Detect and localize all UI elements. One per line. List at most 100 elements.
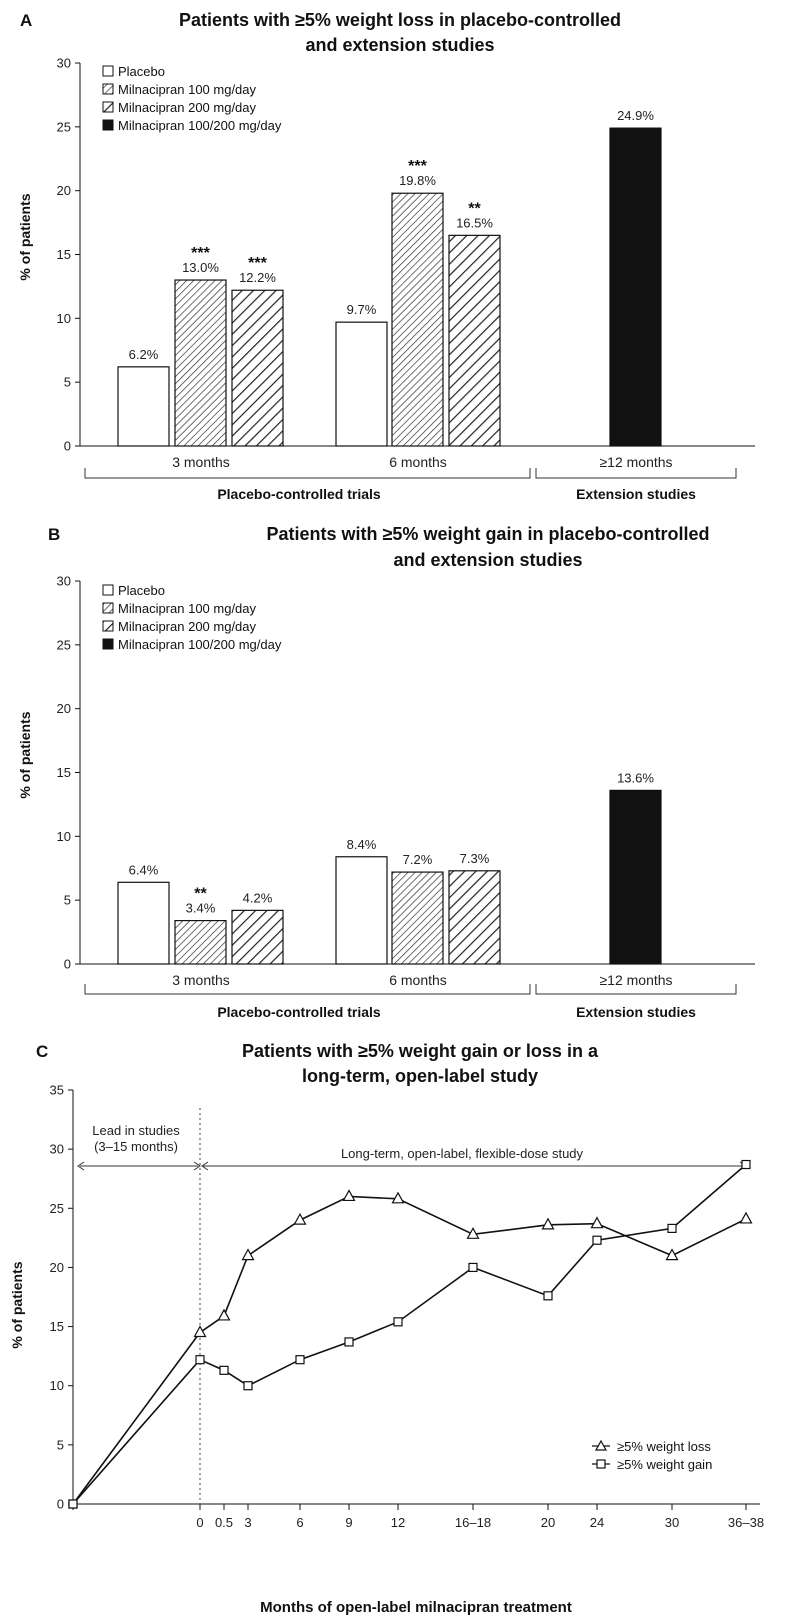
- lead-in-label-line2: (3–15 months): [94, 1139, 178, 1154]
- weight-loss-point: [665, 1248, 679, 1261]
- weight-gain-point: [543, 1291, 553, 1301]
- y-tick-label: 20: [57, 701, 71, 716]
- x-tick-label: 24: [590, 1515, 604, 1530]
- panel-b: B Patients with ≥5% weight gain in place…: [17, 524, 755, 1020]
- bar-value-label: 7.3%: [460, 851, 490, 866]
- y-tick-label: 15: [50, 1319, 64, 1334]
- x-category-label: 6 months: [389, 972, 447, 988]
- x-tick-label: 16–18: [455, 1515, 491, 1530]
- panel-b-legend: Placebo Milnacipran 100 mg/day Milnacipr…: [102, 583, 282, 652]
- weight-loss-point: [739, 1211, 753, 1224]
- panel-c-legend: ≥5% weight loss ≥5% weight gain: [592, 1439, 712, 1472]
- panel-a: A Patients with ≥5% weight loss in place…: [17, 10, 755, 502]
- y-tick-label: 10: [57, 829, 71, 844]
- bar-value-label: 13.6%: [617, 770, 654, 785]
- legend-label-weight-gain: ≥5% weight gain: [617, 1457, 712, 1472]
- legend-label-milnacipran-100-200: Milnacipran 100/200 mg/day: [118, 637, 282, 652]
- y-tick-label: 35: [50, 1083, 64, 1098]
- legend-swatch-milnacipran-100-200: [102, 119, 114, 131]
- x-tick-label: 0: [196, 1515, 203, 1530]
- bar-value-label: 24.9%: [617, 108, 654, 123]
- panel-a-bars: 6.2%13.0%***12.2%***9.7%19.8%***16.5%**2…: [117, 108, 662, 447]
- long-term-label: Long-term, open-label, flexible-dose stu…: [341, 1146, 584, 1161]
- bar-value-label: 8.4%: [347, 837, 377, 852]
- bar: [391, 192, 444, 447]
- y-tick-label: 25: [57, 637, 71, 652]
- panel-c-annotations: Lead in studies (3–15 months) Long-term,…: [77, 1108, 747, 1504]
- lead-in-arrow-right-head: [193, 1161, 201, 1171]
- bar-value-label: 6.2%: [129, 347, 159, 362]
- bar: [335, 856, 388, 965]
- lead-in-arrow-left-head: [77, 1161, 85, 1171]
- x-tick-label: 20: [541, 1515, 555, 1530]
- bar: [117, 366, 170, 447]
- bar-value-label: 13.0%: [182, 260, 219, 275]
- y-tick-label: 15: [57, 765, 71, 780]
- bracket-placebo-controlled: [84, 468, 531, 479]
- panel-b-bracket-label-placebo: Placebo-controlled trials: [217, 1004, 381, 1020]
- x-tick-label: 3: [244, 1515, 251, 1530]
- bar: [117, 881, 170, 965]
- y-tick-label: 30: [57, 574, 71, 589]
- panel-c-series: [68, 1159, 753, 1509]
- y-tick-label: 10: [57, 311, 71, 326]
- y-tick-label: 20: [50, 1260, 64, 1275]
- y-tick-label: 15: [57, 247, 71, 262]
- legend-label-milnacipran-100-200: Milnacipran 100/200 mg/day: [118, 118, 282, 133]
- weight-loss-point: [293, 1212, 307, 1225]
- panel-c-y-axis-label: % of patients: [9, 1261, 25, 1348]
- x-tick-label: 0.5: [215, 1515, 233, 1530]
- legend-swatch-milnacipran-200: [102, 101, 114, 113]
- significance-marker: ***: [248, 255, 267, 272]
- panel-b-bars: 6.4% 3.4%** 4.2% 8.4% 7.2% 7.3% 13.6%: [117, 770, 662, 965]
- y-tick-label: 10: [50, 1378, 64, 1393]
- panel-c-title-line1: Patients with ≥5% weight gain or loss in…: [242, 1041, 599, 1061]
- legend-swatch-milnacipran-100: [102, 83, 114, 95]
- legend-label-placebo: Placebo: [118, 64, 165, 79]
- weight-gain-point: [393, 1317, 403, 1327]
- panel-c-letter: C: [36, 1042, 48, 1061]
- bar: [231, 909, 284, 965]
- bar: [609, 789, 662, 965]
- panel-c-x-axis-label: Months of open-label milnacipran treatme…: [260, 1599, 572, 1616]
- significance-marker: ***: [191, 245, 210, 262]
- bracket-extension: [535, 984, 737, 995]
- bar: [391, 871, 444, 965]
- weight-loss-point: [541, 1217, 555, 1230]
- legend-triangle-marker: [594, 1439, 608, 1451]
- weight-loss-point: [466, 1227, 480, 1239]
- significance-marker: **: [468, 200, 481, 217]
- weight-gain-point: [219, 1365, 229, 1375]
- panel-a-brackets: Placebo-controlled trials Extension stud…: [84, 468, 737, 502]
- panel-a-y-axis-label: % of patients: [17, 193, 33, 280]
- panel-b-axes: 0 5 10 15 20 25 30 3 months 6 months ≥12 months: [57, 574, 755, 988]
- panel-c-axes: 0 5 10 15 20 25 30 35 0 0.5 3 6 9 12 16–18 20 24 30 36–38: [50, 1083, 765, 1531]
- weight-gain-point: [243, 1381, 253, 1391]
- panel-a-title-line1: Patients with ≥5% weight loss in placebo…: [179, 10, 621, 30]
- panel-b-letter: B: [48, 525, 60, 544]
- weight-gain-point: [344, 1337, 354, 1347]
- legend-swatch-milnacipran-200: [102, 620, 114, 632]
- bar: [231, 289, 284, 447]
- significance-marker: ***: [408, 158, 427, 175]
- long-term-arrow-left-head: [201, 1161, 209, 1171]
- x-category-label: 6 months: [389, 454, 447, 470]
- panel-c: C Patients with ≥5% weight gain or loss …: [9, 1041, 764, 1616]
- x-tick-label: 30: [665, 1515, 679, 1530]
- bar: [448, 870, 501, 965]
- panel-a-bracket-label-placebo: Placebo-controlled trials: [217, 486, 381, 502]
- bar-value-label: 3.4%: [186, 901, 216, 916]
- weight-gain-point: [468, 1262, 478, 1273]
- x-category-label: ≥12 months: [599, 454, 672, 470]
- weight-loss-point: [241, 1248, 255, 1261]
- y-tick-label: 5: [64, 375, 71, 390]
- legend-label-milnacipran-200: Milnacipran 200 mg/day: [118, 619, 257, 634]
- bracket-placebo-controlled: [84, 984, 531, 995]
- bracket-extension: [535, 468, 737, 479]
- bar-value-label: 4.2%: [243, 890, 273, 905]
- y-tick-label: 0: [64, 957, 71, 972]
- panel-b-bracket-label-extension: Extension studies: [576, 1004, 696, 1020]
- panel-b-title-line1: Patients with ≥5% weight gain in placebo…: [267, 524, 710, 544]
- bar-value-label: 16.5%: [456, 215, 493, 230]
- x-tick-label: 36–38: [728, 1515, 764, 1530]
